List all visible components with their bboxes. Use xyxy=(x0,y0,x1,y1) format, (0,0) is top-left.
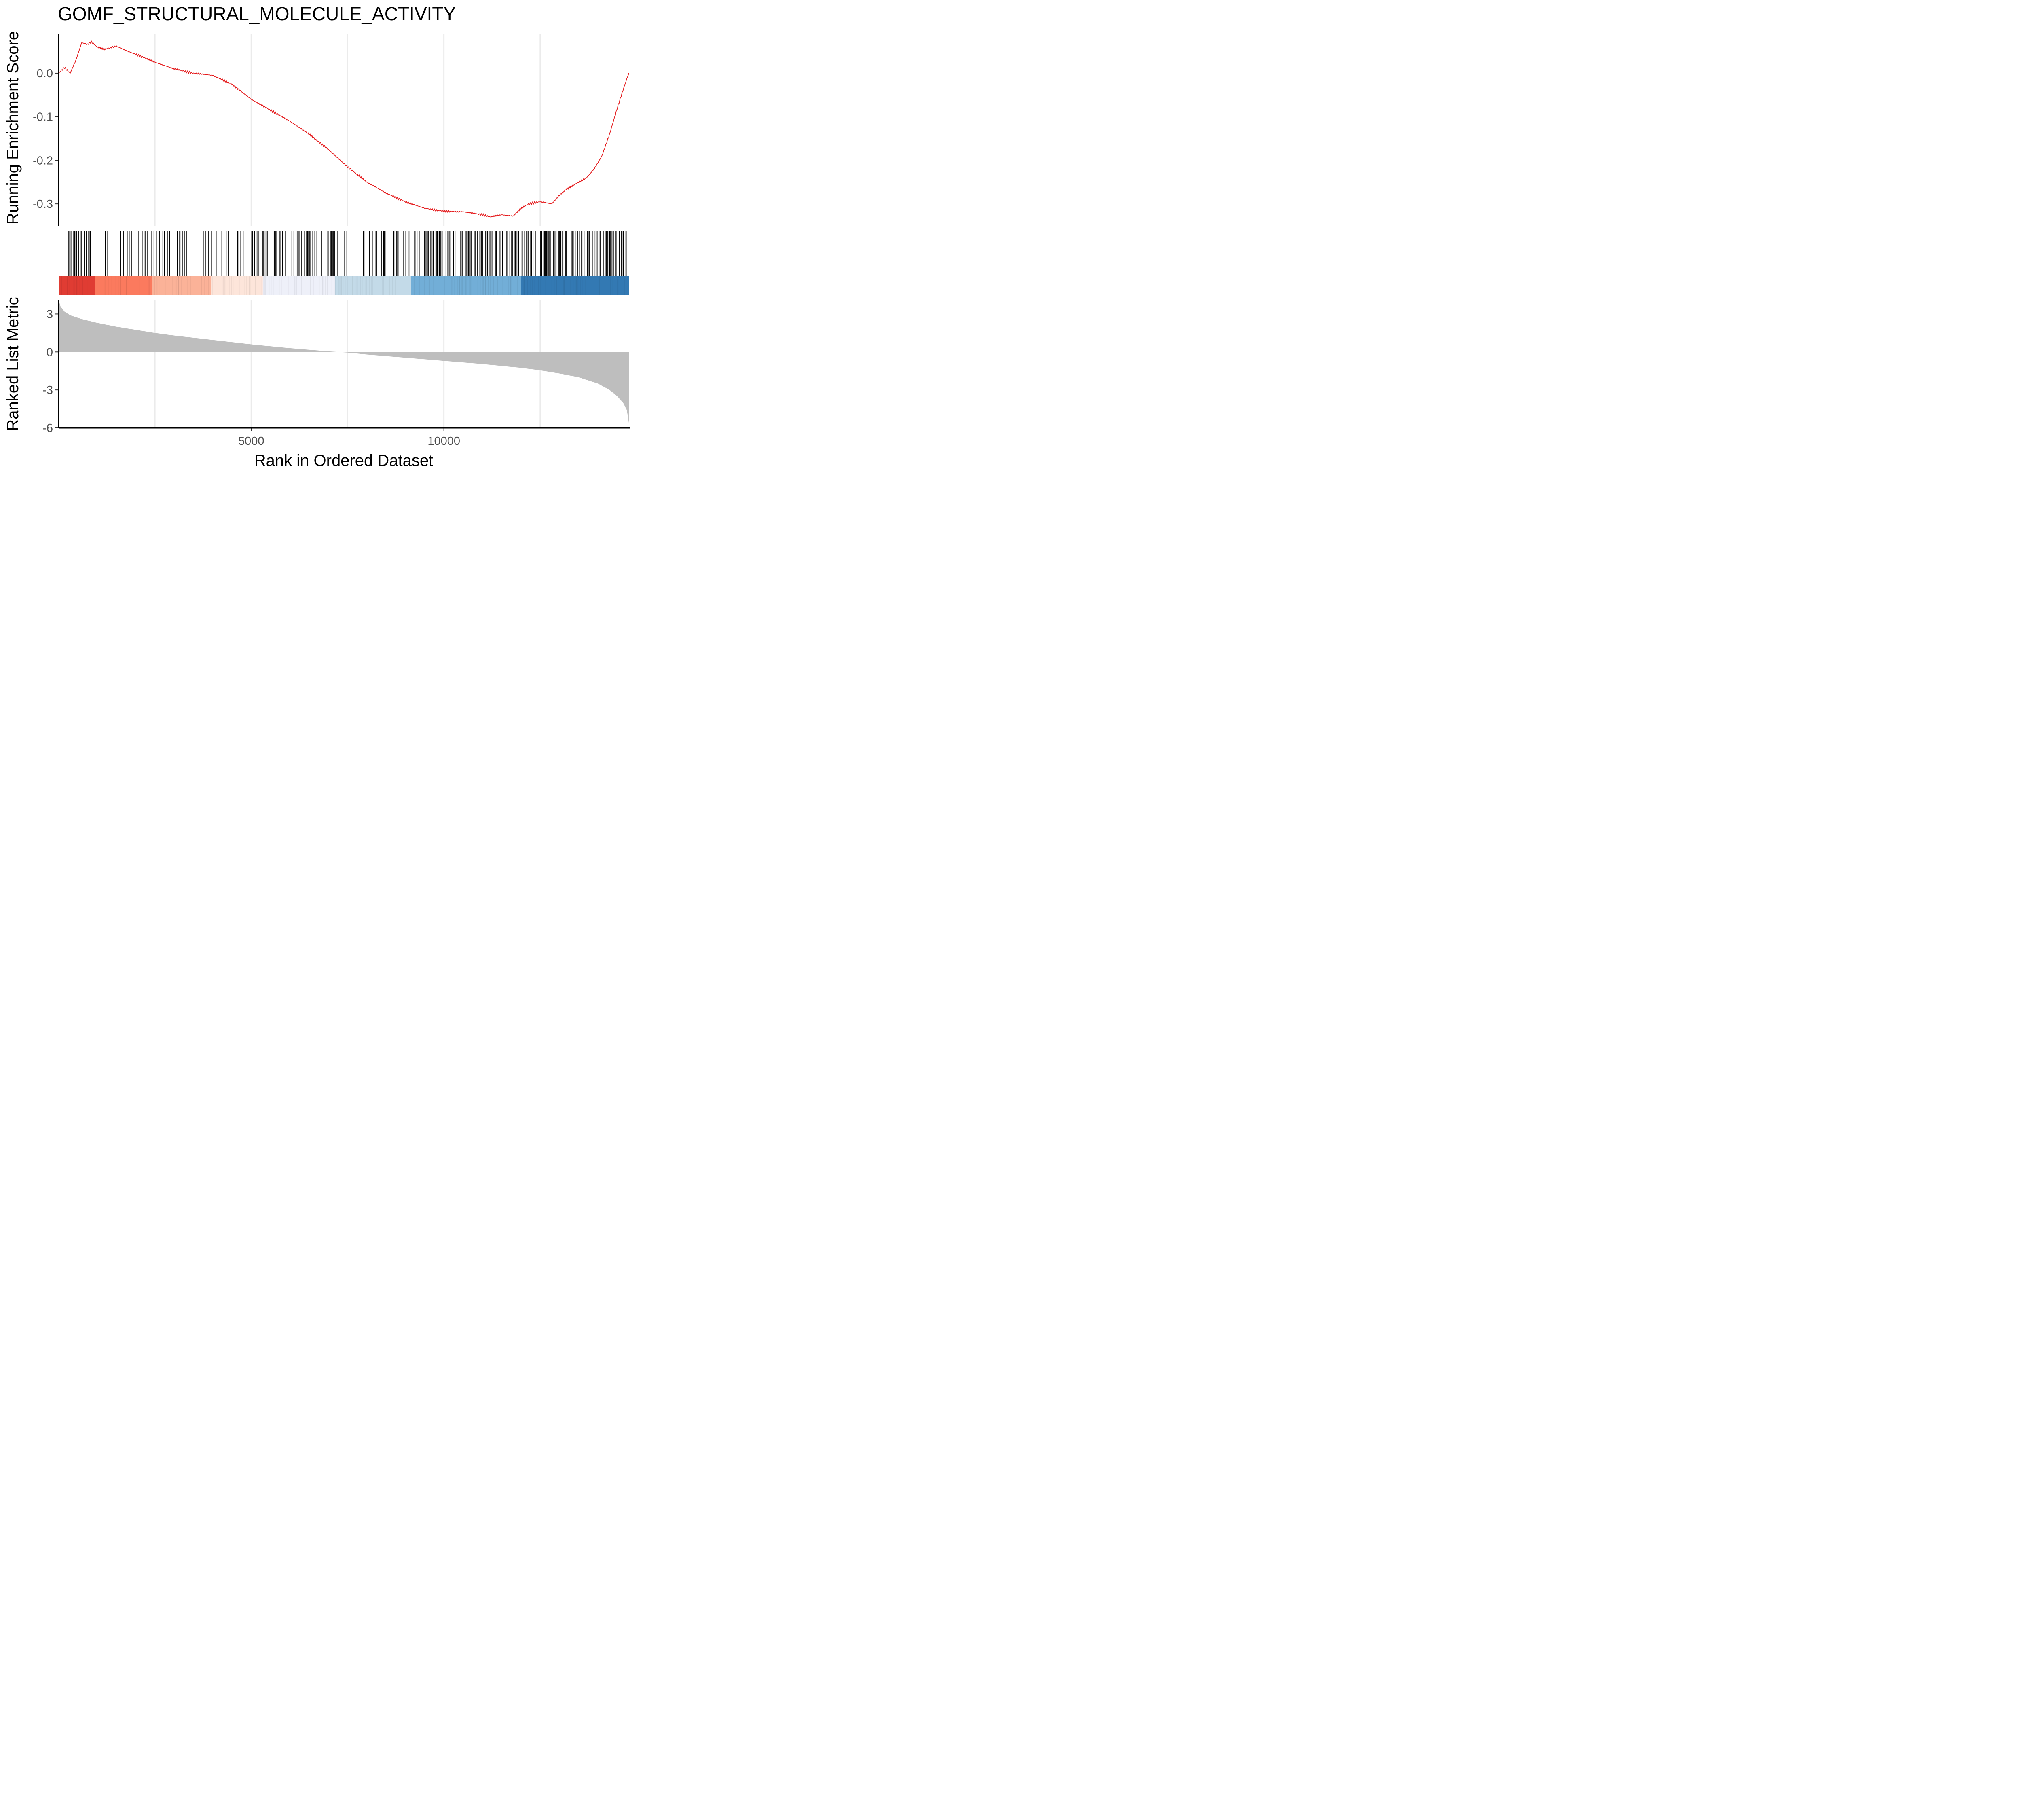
y-tick-label: 0 xyxy=(47,346,53,359)
ranked-metric-panel: 3 0 -3 -6 5000 10000 xyxy=(42,300,629,448)
rank-color-segment xyxy=(521,276,629,295)
y-tick-label: -3 xyxy=(42,384,53,397)
y-tick-label: -0.1 xyxy=(33,111,53,124)
ranked-metric-area xyxy=(59,300,629,423)
running-score-panel: 0.0 -0.1 -0.2 -0.3 xyxy=(33,40,629,218)
grid-lines xyxy=(154,34,541,428)
rank-color-segment xyxy=(211,276,263,295)
hits-panel xyxy=(59,231,629,295)
rank-color-segment xyxy=(262,276,335,295)
y-axis-label-bottom: Ranked List Metric xyxy=(4,297,22,431)
x-tick-label: 5000 xyxy=(238,435,264,448)
gsea-plot: 0.0 -0.1 -0.2 -0.3 3 0 -3 -6 5000 10000 GOMF_STR… xyxy=(0,0,634,476)
y-tick-label: 3 xyxy=(47,308,53,321)
axes xyxy=(58,34,630,429)
y-tick-label: -6 xyxy=(42,422,53,435)
y-tick-label: 0.0 xyxy=(37,67,53,80)
chart-title: GOMF_STRUCTURAL_MOLECULE_ACTIVITY xyxy=(58,3,456,24)
y-axis-label-top: Running Enrichment Score xyxy=(4,31,22,224)
x-tick-label: 10000 xyxy=(427,435,460,448)
y-tick-label: -0.2 xyxy=(33,154,53,167)
y-tick-label: -0.3 xyxy=(33,198,53,211)
rank-color-segment xyxy=(95,276,152,295)
rank-color-segment xyxy=(335,276,411,295)
rank-color-segment xyxy=(411,276,521,295)
enrichment-score-line xyxy=(58,40,629,218)
rank-color-segment xyxy=(152,276,212,295)
x-axis-label: Rank in Ordered Dataset xyxy=(254,452,433,470)
gsea-figure: 0.0 -0.1 -0.2 -0.3 3 0 -3 -6 5000 10000 GOMF_STR… xyxy=(4,3,630,470)
rank-color-segment xyxy=(59,276,95,295)
